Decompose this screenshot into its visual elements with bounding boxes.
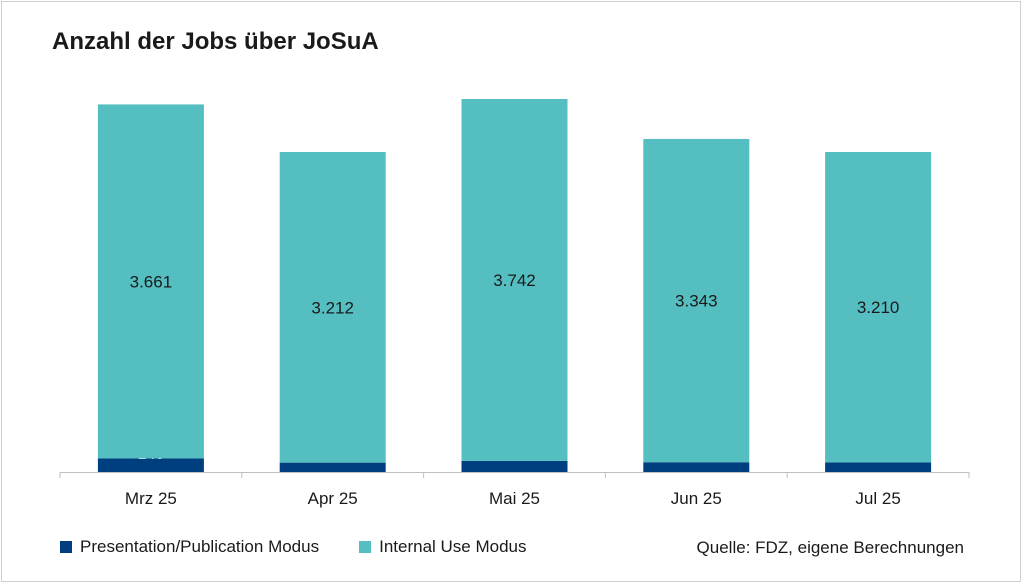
- chart-title: Anzahl der Jobs über JoSuA: [52, 28, 379, 55]
- x-tick-label-0: Mrz 25: [125, 489, 177, 508]
- bar-presentation-3: [643, 462, 750, 472]
- data-label-internal-1: 3.212: [311, 298, 354, 317]
- source-note: Quelle: FDZ, eigene Berechnungen: [696, 538, 964, 557]
- legend-item-internal: Internal Use Modus: [359, 537, 527, 557]
- bar-presentation-2: [461, 460, 568, 472]
- x-tick-label-3: Jun 25: [671, 489, 722, 508]
- data-label-internal-2: 3.742: [493, 271, 536, 290]
- bar-presentation-1: [279, 462, 386, 472]
- data-label-internal-0: 3.661: [130, 272, 173, 291]
- data-label-internal-4: 3.210: [857, 298, 900, 317]
- bar-internal-1: [279, 151, 386, 463]
- legend: Presentation/Publication Modus Internal …: [60, 537, 567, 557]
- bar-presentation-4: [825, 462, 932, 472]
- data-label-internal-3: 3.343: [675, 292, 718, 311]
- legend-swatch-internal: [359, 541, 372, 553]
- x-tick-label-2: Mai 25: [489, 489, 540, 508]
- bar-presentation-0: [97, 458, 204, 472]
- bar-internal-4: [825, 151, 932, 463]
- bar-internal-3: [643, 138, 750, 463]
- x-tick-label-4: Jul 25: [855, 489, 900, 508]
- legend-label-internal: Internal Use Modus: [379, 537, 527, 556]
- bar-internal-0: [97, 104, 204, 459]
- legend-item-presentation: Presentation/Publication Modus: [60, 537, 319, 557]
- bar-internal-2: [461, 99, 568, 461]
- legend-swatch-presentation: [60, 541, 72, 553]
- x-tick-label-1: Apr 25: [308, 489, 358, 508]
- legend-label-presentation: Presentation/Publication Modus: [80, 537, 320, 556]
